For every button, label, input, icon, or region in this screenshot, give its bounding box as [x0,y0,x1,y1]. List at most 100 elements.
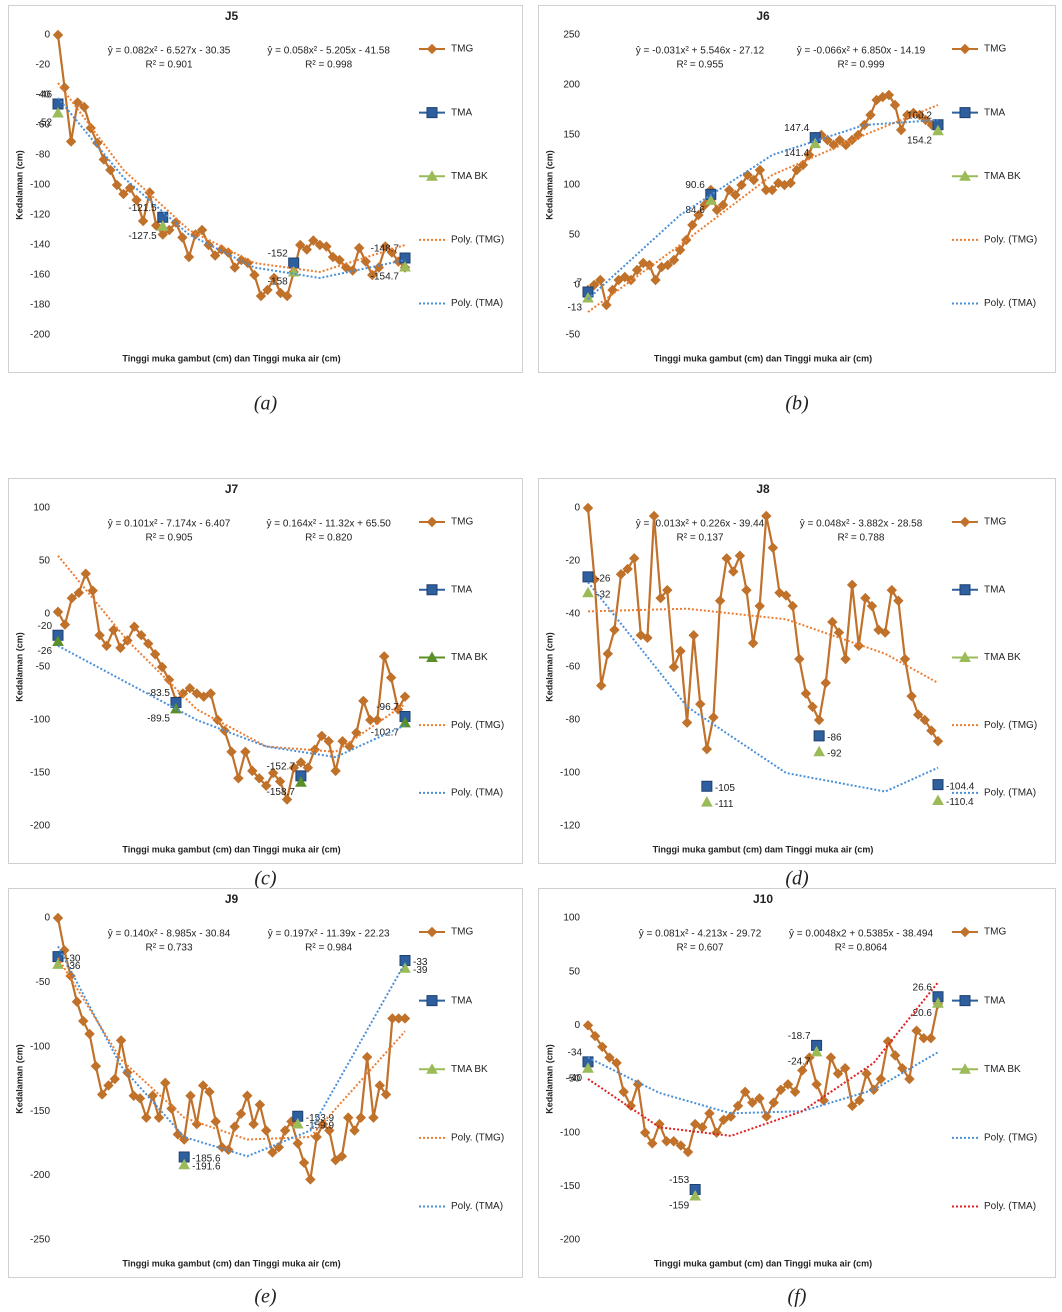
legend-label: TMA [451,107,472,118]
y-tick-label: -100 [30,180,50,191]
legend-label: Poly. (TMG) [451,720,504,731]
diamond-marker [832,1068,844,1079]
data-label: -18.7 [788,1031,811,1042]
diamond-marker [235,1108,247,1119]
diamond-marker [426,926,438,938]
diamond-marker [747,637,759,649]
diamond-marker [361,1051,373,1063]
series-line [56,917,405,1184]
diamond-marker [118,188,129,200]
diamond-marker [625,1100,637,1112]
data-label: -83.5 [147,688,170,699]
triangle-marker [582,1062,594,1073]
diamond-marker [800,688,812,699]
diamond-marker [316,730,327,742]
y-axis-label: Kedalaman (cm) [544,632,554,702]
data-label: -110.4 [946,797,974,808]
y-tick-label: -150 [30,1106,50,1117]
y-tick-label: -120 [30,210,50,221]
diamond-marker [629,553,640,564]
diamond-marker [71,996,83,1007]
diamond-marker [90,1060,102,1072]
diamond-marker [780,590,792,601]
r-squared: R² = 0.901 [146,60,193,71]
data-label: -159 [669,1201,689,1212]
r-squared: R² = 0.8064 [835,943,888,954]
diamond-marker [84,1028,95,1040]
diamond-marker [229,1121,240,1132]
diamond-marker [330,1154,341,1166]
diamond-marker [879,627,891,638]
data-label: -153.9 [306,1113,335,1124]
triangle-marker [813,745,825,757]
data-label: -105 [715,783,735,794]
square-marker [426,107,438,119]
diamond-marker [807,701,818,712]
diamond-marker [959,926,971,938]
trend-line [587,981,939,1137]
y-tick-label: 150 [563,130,580,141]
diamond-marker [141,1112,152,1123]
triangle-marker [689,1189,701,1201]
diamond-marker [343,1112,354,1123]
data-label: 147.4 [784,123,809,134]
diamond-marker [689,1118,701,1130]
diamond-marker [59,619,71,630]
triangle-marker [959,1063,971,1074]
diamond-marker [861,1068,872,1079]
equation: ŷ = 0.101x² - 7.174x - 6.407 [108,519,231,530]
data-label: -33 [413,957,428,968]
diamond-marker [704,1108,715,1119]
diamond-marker [618,1086,629,1098]
data-label: 141.4 [784,148,809,159]
diamond-marker [693,209,704,221]
data-label: 154.2 [907,135,932,146]
diamond-marker [399,1013,411,1024]
diamond-marker [281,290,293,302]
legend-label: Poly. (TMA) [984,788,1036,799]
legend-label: TMA BK [984,1064,1021,1075]
diamond-marker [854,1095,865,1106]
diamond-marker [741,584,752,596]
data-label: -89.5 [147,714,170,725]
diamond-marker [611,1057,622,1069]
y-tick-label: -100 [560,1127,580,1138]
chart-frame [538,5,1056,373]
diamond-marker [785,177,796,189]
square-marker [959,107,971,119]
diamond-marker [648,510,660,522]
diamond-marker [111,179,123,191]
y-axis-label: Kedalaman (cm) [14,632,24,702]
diamond-marker [267,1147,278,1158]
diamond-marker [59,82,70,93]
diamond-marker [813,714,825,726]
square-marker [399,711,411,723]
diamond-marker [323,735,334,747]
square-marker [932,779,944,791]
diamond-marker [105,164,116,176]
triangle-marker [426,1063,438,1074]
diamond-marker [279,1125,291,1136]
chart-panel: J8 -120 -100 -80 -60 -40 -20 0 Kedalaman (cm) Tin… [538,478,1056,864]
diamond-marker [109,1073,120,1085]
chart-title: J5 [225,9,239,23]
y-tick-label: -50 [566,1074,581,1085]
triangle-marker [959,170,971,181]
legend-label: TMA BK [451,1064,488,1075]
diamond-marker [875,1073,887,1085]
square-marker [295,770,307,782]
diamond-marker [184,682,196,694]
diamond-marker [198,691,209,702]
y-tick-label: -50 [36,977,51,988]
data-label: -7 [573,278,582,289]
diamond-marker [886,584,897,596]
r-squared: R² = 0.733 [146,943,193,954]
data-label: -148.7 [371,244,400,255]
triangle-marker [52,958,64,969]
diamond-marker [859,119,870,131]
diamond-marker [163,674,175,685]
diamond-marker [160,1077,171,1089]
diamond-marker [87,585,98,596]
legend-label: Poly. (TMG) [451,235,504,246]
